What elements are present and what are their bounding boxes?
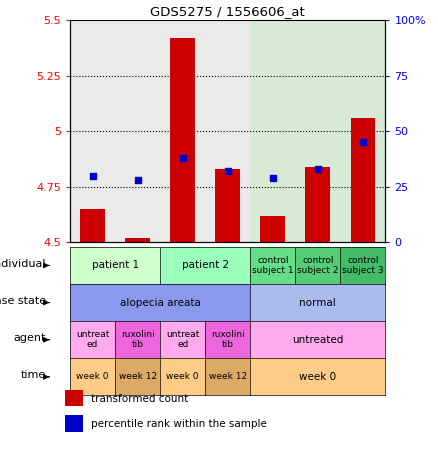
Bar bbox=[160, 20, 205, 242]
Bar bbox=[170, 38, 195, 242]
Bar bbox=[305, 167, 330, 242]
Text: control
subject 1: control subject 1 bbox=[252, 256, 293, 275]
Text: untreat
ed: untreat ed bbox=[166, 330, 199, 349]
Bar bbox=[261, 216, 285, 242]
Text: week 12: week 12 bbox=[208, 372, 247, 381]
Text: week 0: week 0 bbox=[299, 372, 336, 382]
Text: untreat
ed: untreat ed bbox=[76, 330, 110, 349]
Point bbox=[89, 172, 96, 179]
Text: week 12: week 12 bbox=[119, 372, 157, 381]
Text: control
subject 3: control subject 3 bbox=[342, 256, 384, 275]
Point bbox=[224, 168, 231, 175]
Bar bbox=[80, 209, 105, 242]
Bar bbox=[340, 20, 385, 242]
Text: week 0: week 0 bbox=[76, 372, 109, 381]
Bar bbox=[250, 20, 295, 242]
Text: individual: individual bbox=[0, 259, 46, 269]
Text: alopecia areata: alopecia areata bbox=[120, 298, 201, 308]
Bar bbox=[65, 390, 83, 406]
Text: time: time bbox=[21, 370, 46, 380]
Text: patient 2: patient 2 bbox=[182, 260, 229, 270]
Point bbox=[134, 177, 141, 184]
Point bbox=[360, 139, 367, 146]
Title: GDS5275 / 1556606_at: GDS5275 / 1556606_at bbox=[150, 5, 305, 18]
Bar bbox=[215, 169, 240, 242]
Text: transformed count: transformed count bbox=[91, 394, 188, 404]
Text: ruxolini
tib: ruxolini tib bbox=[211, 330, 245, 349]
Text: patient 1: patient 1 bbox=[92, 260, 139, 270]
Bar bbox=[65, 415, 83, 432]
Bar bbox=[125, 238, 150, 242]
Bar bbox=[115, 20, 160, 242]
Text: ruxolini
tib: ruxolini tib bbox=[121, 330, 155, 349]
Text: agent: agent bbox=[13, 333, 46, 343]
Bar bbox=[70, 20, 115, 242]
Text: week 0: week 0 bbox=[166, 372, 199, 381]
Text: control
subject 2: control subject 2 bbox=[297, 256, 339, 275]
Bar bbox=[205, 20, 250, 242]
Text: normal: normal bbox=[300, 298, 336, 308]
Bar bbox=[295, 20, 340, 242]
Point bbox=[314, 165, 321, 173]
Point bbox=[269, 174, 276, 182]
Bar bbox=[350, 118, 375, 242]
Text: percentile rank within the sample: percentile rank within the sample bbox=[91, 419, 267, 429]
Text: disease state: disease state bbox=[0, 296, 46, 306]
Point bbox=[179, 154, 186, 162]
Text: untreated: untreated bbox=[292, 335, 343, 345]
